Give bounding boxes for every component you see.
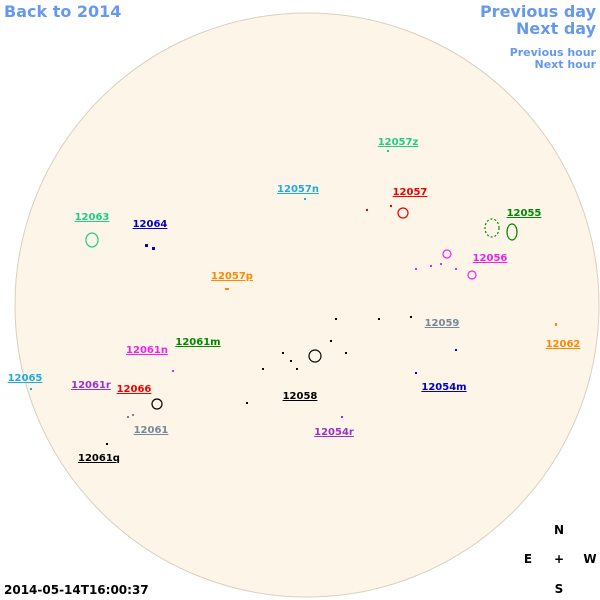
region-label[interactable]: 12055 (507, 208, 542, 219)
region-label[interactable]: 12061r (71, 380, 111, 391)
compass-west: W (583, 552, 596, 566)
region-label[interactable]: 12061m (175, 337, 220, 348)
region-label[interactable]: 12064 (133, 219, 168, 230)
timestamp: 2014-05-14T16:00:37 (4, 583, 149, 597)
region-label[interactable]: 12059 (425, 318, 460, 329)
region-label[interactable]: 12065 (8, 373, 43, 384)
region-label[interactable]: 12057 (393, 187, 428, 198)
region-label[interactable]: 12066 (117, 384, 152, 395)
region-label[interactable]: 12063 (75, 212, 110, 223)
next-hour-link[interactable]: Next hour (535, 58, 597, 71)
sunspot-dots (30, 150, 557, 445)
region-label[interactable]: 12062 (546, 339, 581, 350)
previous-hour-link[interactable]: Previous hour (510, 46, 597, 59)
compass-north: N (554, 523, 564, 537)
region-label[interactable]: 12061q (78, 453, 120, 464)
sunspots (85, 207, 518, 410)
region-label[interactable]: 12057n (277, 184, 319, 195)
region-label[interactable]: 12061 (134, 425, 169, 436)
compass-south: S (555, 582, 564, 596)
region-label[interactable]: 12057p (211, 271, 253, 282)
compass-center: + (554, 552, 564, 566)
solar-disk (14, 12, 600, 598)
region-label[interactable]: 12058 (283, 391, 318, 402)
region-label[interactable]: 12054m (421, 382, 466, 393)
next-day-link[interactable]: Next day (516, 19, 597, 38)
compass-east: E (524, 552, 532, 566)
region-label[interactable]: 12054r (314, 427, 354, 438)
region-label[interactable]: 12061n (126, 345, 168, 356)
region-label[interactable]: 12056 (473, 253, 508, 264)
previous-day-link[interactable]: Previous day (480, 2, 597, 21)
back-link[interactable]: Back to 2014 (4, 2, 121, 21)
region-label[interactable]: 12057z (378, 137, 419, 148)
